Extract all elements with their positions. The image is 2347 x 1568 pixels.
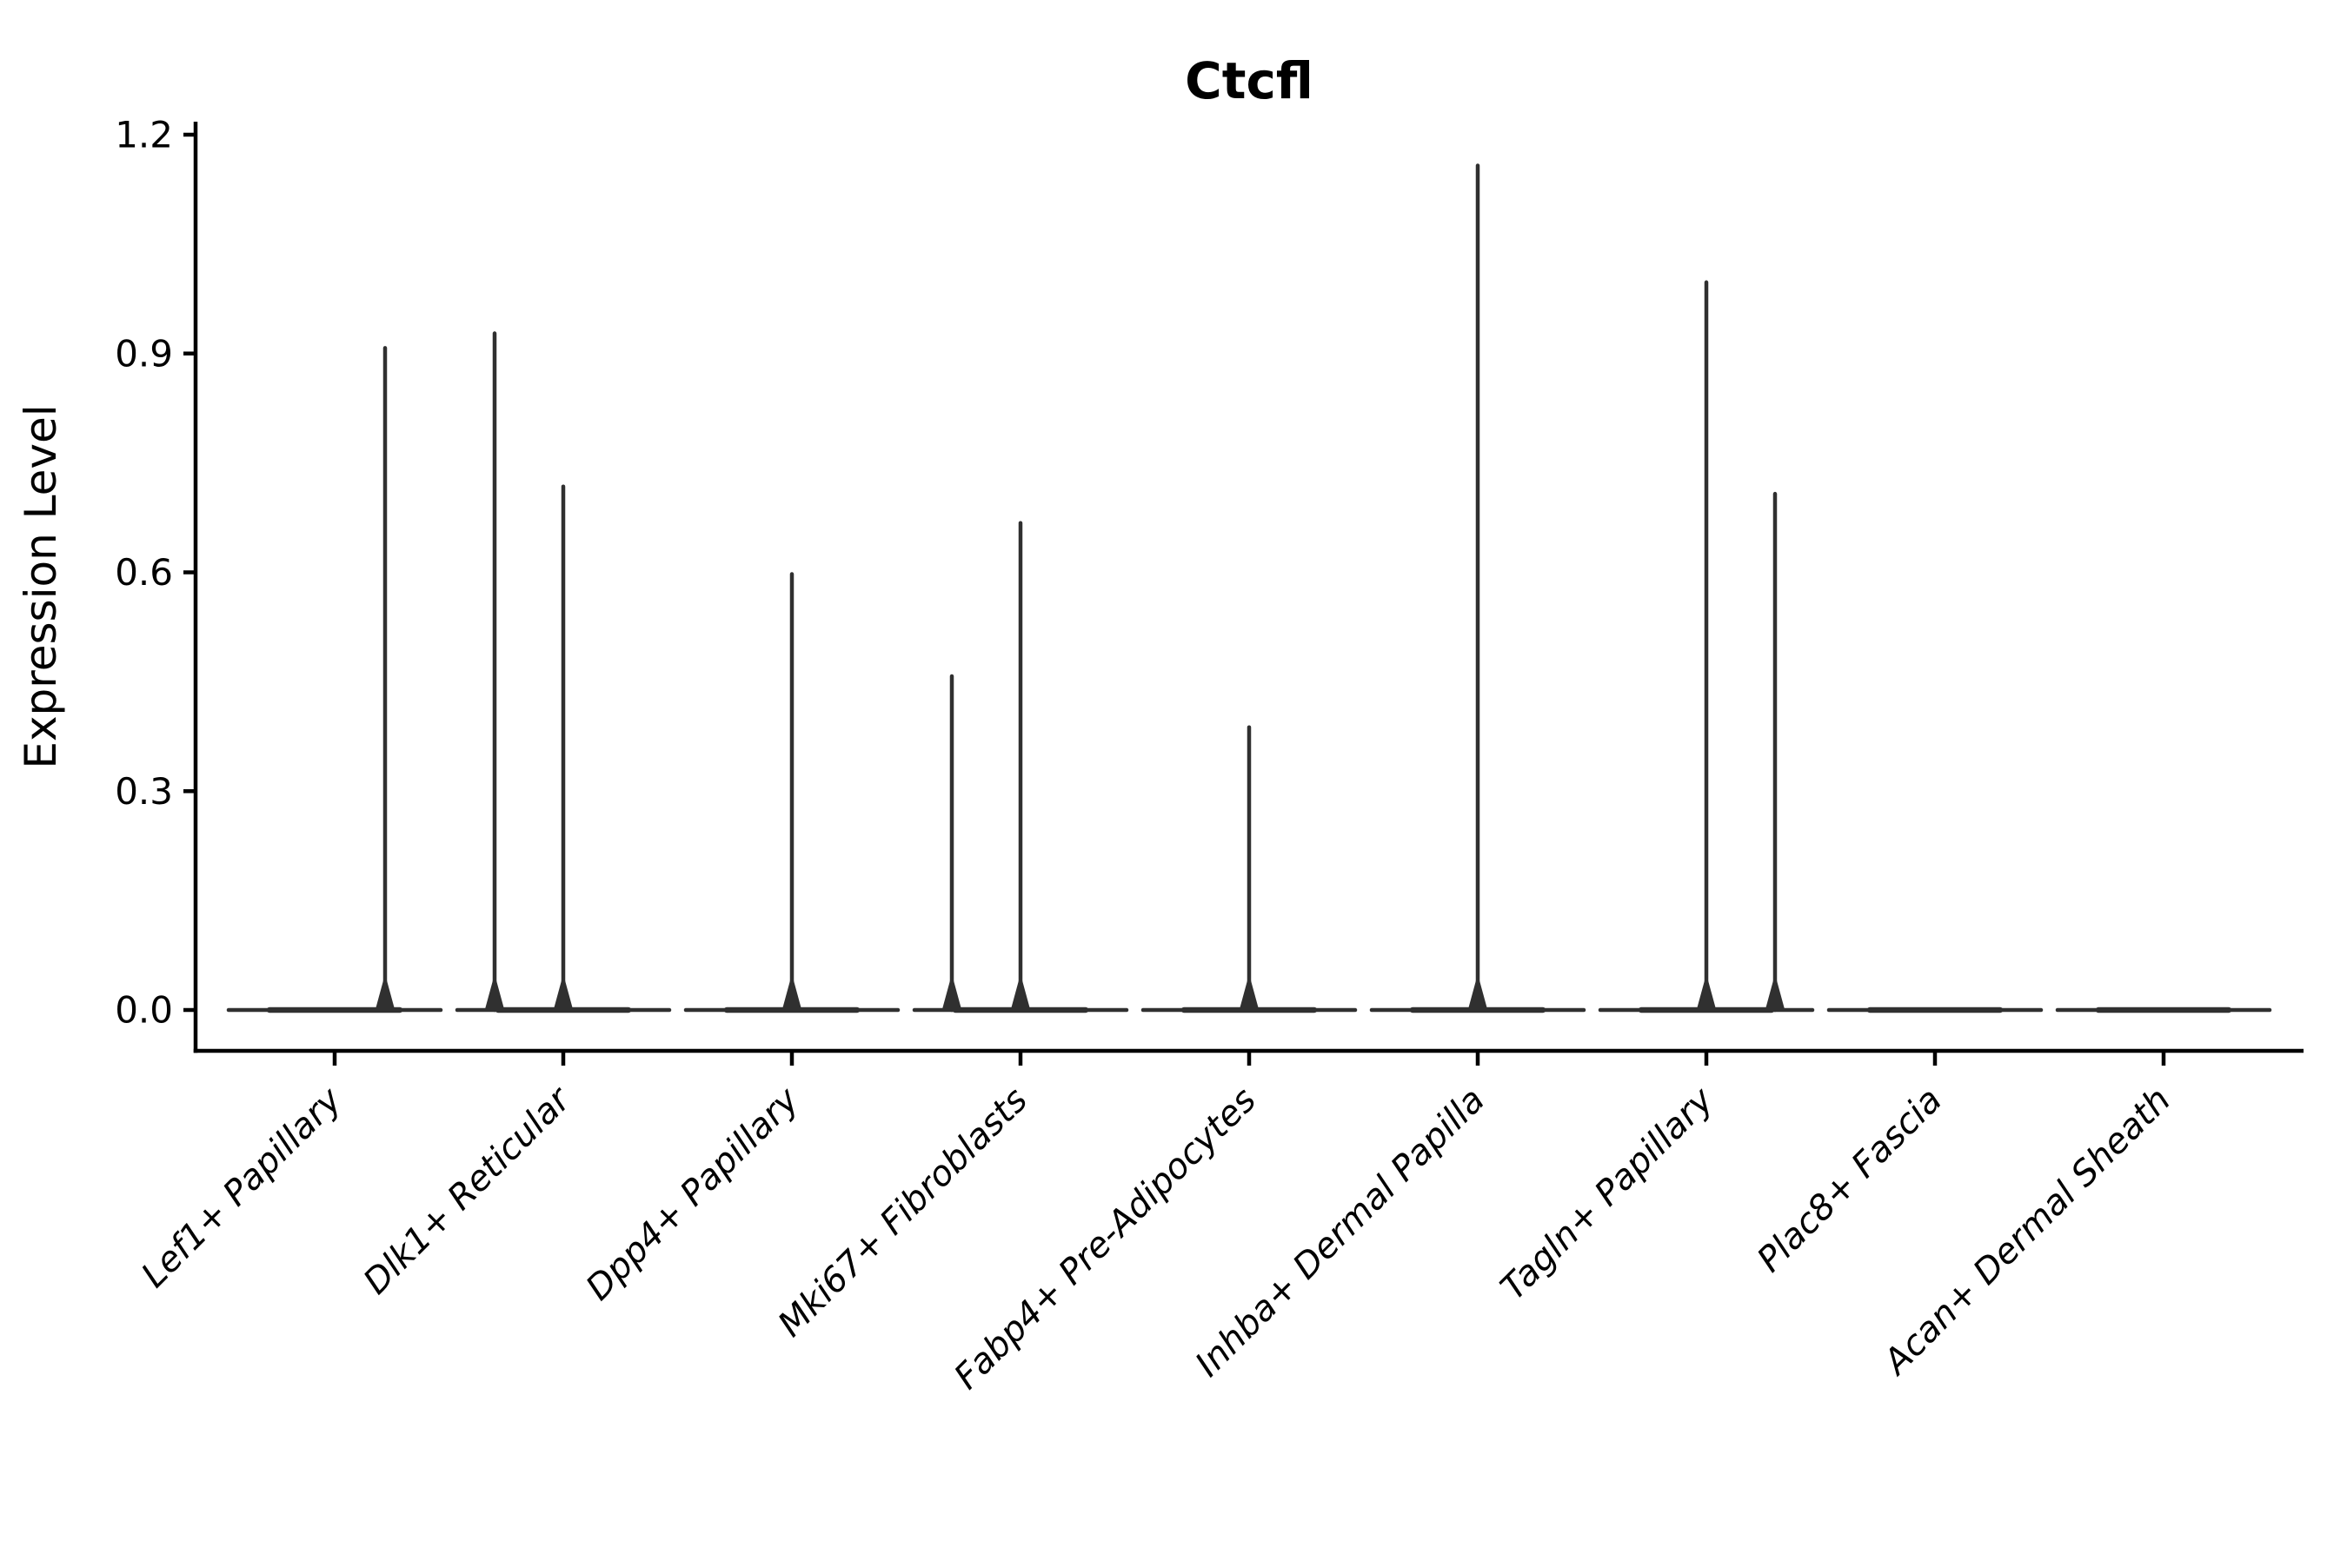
x-tick-label: Tagln+ Papillary: [1493, 1080, 1722, 1308]
violin: [1140, 725, 1358, 1013]
y-axis-label: Expression Level: [16, 404, 66, 768]
x-tick-label: Dlk1+ Reticular: [356, 1079, 580, 1302]
violin: [455, 331, 672, 1013]
x-tick-label: Mki67+ Fibroblasts: [770, 1080, 1035, 1345]
x-tick-label: Dpp4+ Papillary: [579, 1080, 808, 1308]
x-tick-label: Plac8+ Fascia: [1750, 1080, 1950, 1280]
violin: [226, 346, 443, 1013]
violin: [1369, 163, 1586, 1013]
chart-title: Ctcfl: [1185, 51, 1313, 110]
violin: [912, 521, 1129, 1013]
y-tick-label: 0.6: [115, 551, 173, 594]
y-tick-label: 0.0: [115, 989, 173, 1032]
violin: [683, 572, 901, 1013]
violin: [1598, 280, 1815, 1013]
x-tick-label: Lef1+ Papillary: [134, 1080, 350, 1296]
y-tick-label: 0.9: [115, 332, 173, 375]
y-tick-label: 1.2: [115, 114, 173, 156]
y-tick-label: 0.3: [115, 770, 173, 813]
